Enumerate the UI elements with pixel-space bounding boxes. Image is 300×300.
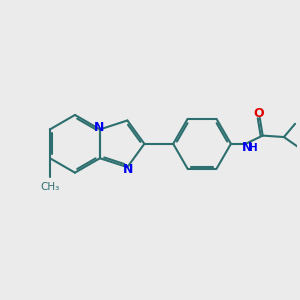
Text: O: O bbox=[253, 107, 264, 120]
Text: H: H bbox=[249, 142, 258, 153]
Text: N: N bbox=[94, 121, 104, 134]
Text: N: N bbox=[123, 163, 133, 176]
Text: CH₃: CH₃ bbox=[40, 182, 60, 192]
Text: N: N bbox=[242, 141, 252, 154]
